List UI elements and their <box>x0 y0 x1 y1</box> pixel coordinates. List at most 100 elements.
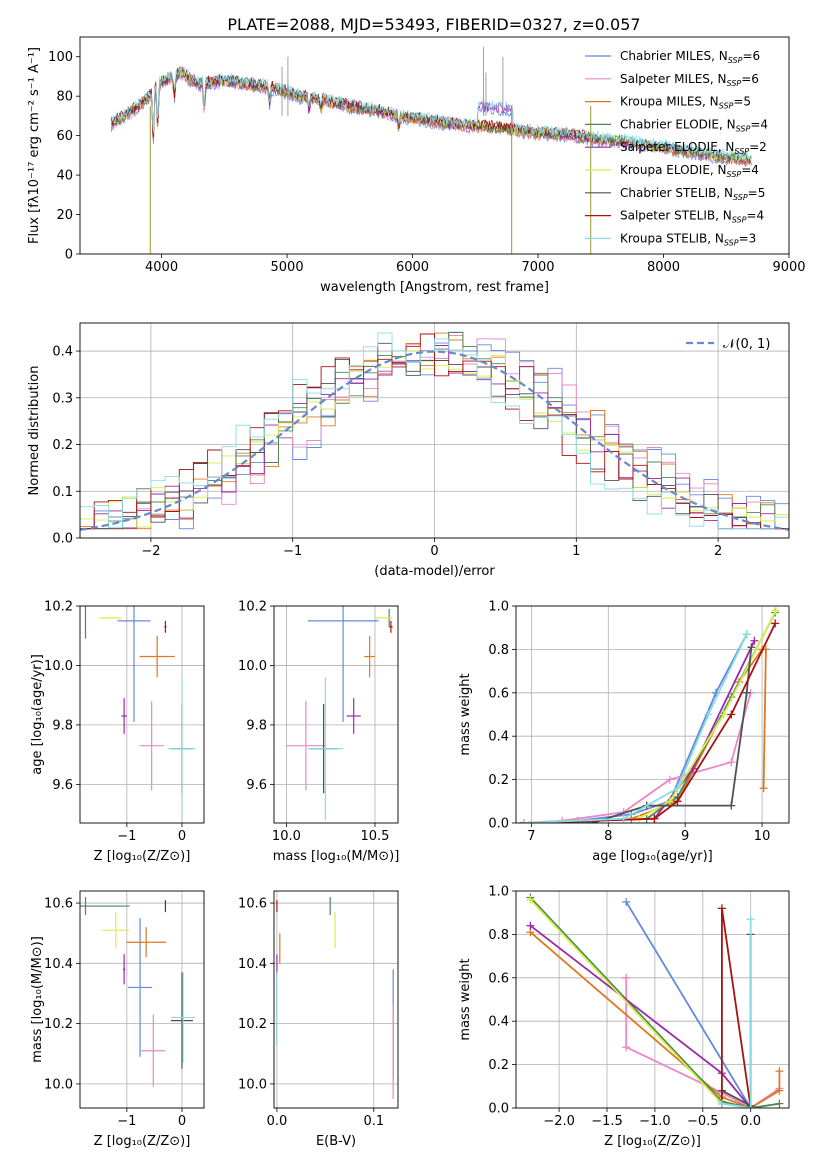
series-line <box>721 919 752 1108</box>
x-tick-label: 7000 <box>521 260 554 275</box>
axes-frame <box>79 890 205 1109</box>
axes-frame <box>79 605 205 824</box>
point-salpeter-miles <box>139 701 164 791</box>
histogram-kroupa-stelib <box>80 332 789 538</box>
point-chabrier-elodie <box>80 897 130 916</box>
y-tick-label: 0.2 <box>52 438 73 453</box>
y-tick-label: 60 <box>56 129 73 144</box>
panel-ebv_mass: 0.0 0.1 10.0 10.2 10.4 10.6 E(B-V) <box>238 890 399 1149</box>
x-tick-label: 8000 <box>647 260 680 275</box>
spectrum-legend: Chabrier MILES, NSSP=6 Salpeter MILES, NS… <box>585 49 768 247</box>
x-tick-label: −1 <box>283 544 302 559</box>
x-tick-label: 10.5 <box>360 829 389 844</box>
series-marker <box>719 710 728 719</box>
legend-entry: Kroupa ELODIE, NSSP=4 <box>620 163 759 179</box>
panel-z_age: −1 0 9.6 9.8 10.0 10.2 Z [log₁₀(Z/Z⊙)] age [log… <box>30 600 205 864</box>
x-axis-label: E(B-V) <box>316 1134 356 1149</box>
series-marker <box>673 784 682 793</box>
figure-title: PLATE=2088, MJD=53493, FIBERID=0327, z=0… <box>227 15 640 34</box>
series-marker <box>622 1043 631 1052</box>
point-salpeter-miles <box>141 1014 166 1087</box>
series-marker <box>665 775 674 784</box>
y-tick-label: 0.8 <box>488 928 509 943</box>
y-axis-label: Flux [fλ10⁻¹⁷ erg cm⁻² s⁻¹ A⁻¹] <box>27 47 42 244</box>
y-axis-label: Normed distribution <box>27 366 42 496</box>
legend-entry: Chabrier MILES, NSSP=6 <box>620 49 760 65</box>
series-marker <box>775 1067 784 1076</box>
point-kroupa-stelib <box>168 677 196 821</box>
series-marker <box>727 710 736 719</box>
y-axis-label: mass [log₁₀(M/M⊙)] <box>30 936 45 1063</box>
x-tick-label: 9000 <box>772 260 805 275</box>
y-tick-label: 9.8 <box>52 718 73 733</box>
series-marker <box>771 606 780 615</box>
y-tick-label: 0.2 <box>488 1058 509 1073</box>
y-tick-label: 0.4 <box>52 345 73 360</box>
plot-area-z_age <box>80 606 204 823</box>
x-tick-label: −1 <box>117 829 136 844</box>
point-kroupa-miles <box>139 635 175 678</box>
y-axis-label: mass weight <box>458 958 473 1040</box>
y-tick-label: 10.2 <box>44 600 73 615</box>
series-line <box>523 647 753 823</box>
point-salpeter-elodie <box>121 698 127 734</box>
x-axis-label: mass [log₁₀(M/M⊙)] <box>273 849 400 864</box>
panel-residuals: −2 −1 0 1 2 0.0 0.1 0.2 0.3 0.4 (data-model)/error… <box>27 322 790 579</box>
plot-area-residuals <box>80 323 789 538</box>
y-tick-label: 10.4 <box>44 957 73 972</box>
y-tick-label: 80 <box>56 90 73 105</box>
y-tick-label: 10.2 <box>238 600 267 615</box>
axes-frame <box>273 605 399 824</box>
y-tick-label: 0.4 <box>488 1015 509 1030</box>
series-marker <box>717 1099 726 1108</box>
legend-entry: Salpeter ELODIE, NSSP=2 <box>620 140 767 156</box>
series-chabrier-stelib <box>519 643 756 823</box>
axes-frame <box>273 890 399 1109</box>
series-line <box>529 931 781 1108</box>
spectrum-line-kroupa-stelib <box>111 65 752 161</box>
axes-frame <box>515 890 790 1109</box>
series-line <box>529 899 751 1108</box>
series-marker <box>747 643 756 652</box>
x-tick-label: 0.1 <box>363 1114 384 1129</box>
series-marker <box>746 915 755 924</box>
legend-normal-label: 𝒩(0, 1) <box>723 337 770 352</box>
series-salpeter-stelib <box>519 619 780 823</box>
panel-z_mass: −1 0 10.0 10.2 10.4 10.6 Z [log₁₀(Z/Z⊙)] mass [… <box>30 890 205 1149</box>
point-kroupa-miles <box>126 927 166 958</box>
series-marker <box>742 630 751 639</box>
y-tick-label: 0.3 <box>52 391 73 406</box>
y-tick-label: 10.0 <box>44 1077 73 1092</box>
y-tick-label: 0.1 <box>52 485 73 500</box>
x-tick-label: −1.0 <box>639 1114 671 1129</box>
point-salpeter-stelib <box>164 620 167 633</box>
legend-entry: Chabrier ELODIE, NSSP=4 <box>620 117 768 133</box>
series-marker <box>759 784 768 793</box>
y-tick-label: 10.0 <box>238 1077 267 1092</box>
x-axis-label: Z [log₁₀(Z/Z⊙)] <box>604 1134 701 1149</box>
legend-entry: Kroupa MILES, NSSP=5 <box>620 95 751 111</box>
y-tick-label: 0.0 <box>488 817 509 832</box>
series-line <box>523 633 748 823</box>
plot-area-spectrum <box>111 46 752 254</box>
y-tick-label: 40 <box>56 169 73 184</box>
series-marker <box>650 814 659 823</box>
x-axis-label: Z [log₁₀(Z/Z⊙)] <box>94 849 191 864</box>
point-salpeter-stelib <box>164 900 167 913</box>
series-kroupa-elodie <box>526 895 755 1108</box>
plot-area-z_weight <box>516 891 789 1108</box>
series-marker <box>619 814 628 823</box>
point-kroupa-miles <box>364 635 375 678</box>
x-axis-label: (data-model)/error <box>374 564 495 579</box>
series-marker <box>727 801 736 810</box>
point-salpeter-stelib <box>389 620 393 633</box>
y-tick-label: 10.6 <box>238 897 267 912</box>
y-tick-label: 100 <box>48 50 73 65</box>
plot-area-mass_age <box>274 606 398 823</box>
legend-entry: Chabrier STELIB, NSSP=5 <box>620 186 765 202</box>
x-tick-label: 4000 <box>145 260 178 275</box>
spectrum-line-chabrier-stelib <box>111 66 752 162</box>
series-kroupa-stelib <box>717 915 755 1108</box>
x-tick-label: 2 <box>714 544 722 559</box>
